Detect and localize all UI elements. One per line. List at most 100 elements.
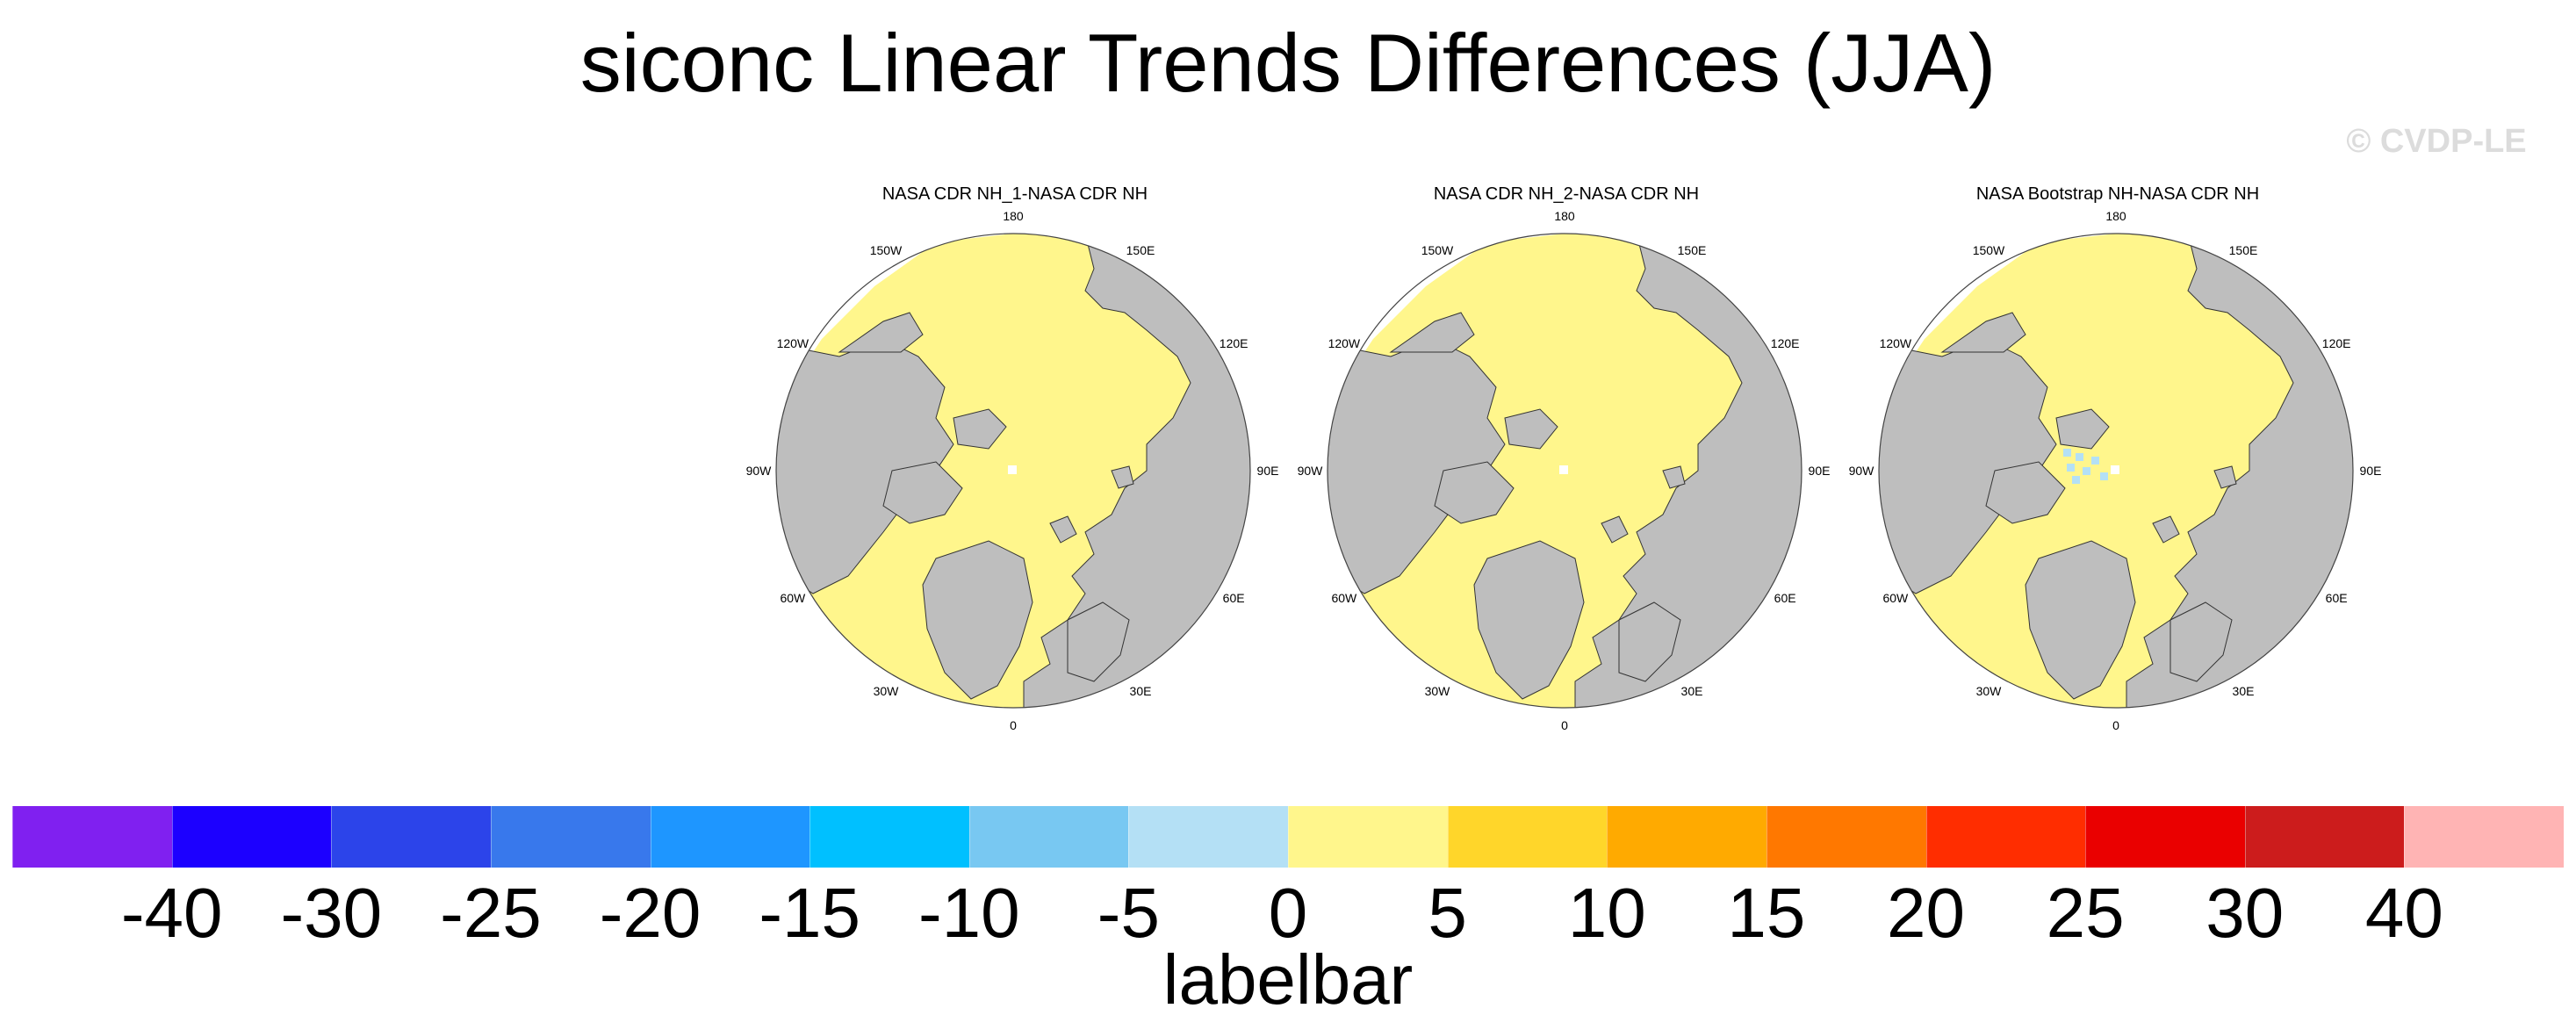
- labelbar-color-box: [2244, 806, 2405, 868]
- land-mass: [1067, 601, 1130, 682]
- panel-title-1: NASA CDR NH_1-NASA CDR NH: [881, 184, 1148, 204]
- negative-trend-cell: [2100, 472, 2108, 480]
- color-labelbar: [12, 806, 2564, 868]
- labelbar-color-box: [1925, 806, 2086, 868]
- figure-title: siconc Linear Trends Differences (JJA): [579, 17, 1997, 109]
- longitude-label: 150E: [1678, 243, 1707, 257]
- land-mass: [1940, 312, 2026, 353]
- longitude-label: 30W: [874, 684, 900, 698]
- longitude-label: 60W: [1331, 591, 1357, 605]
- labelbar-tick-label: -40: [120, 874, 223, 952]
- land-mass: [1434, 461, 1515, 524]
- longitude-label: 90W: [1298, 464, 1324, 478]
- negative-trend-cell: [2083, 467, 2090, 475]
- land-mass: [1389, 312, 1475, 353]
- land-mass: [2169, 601, 2233, 682]
- land-mass: [1601, 515, 1629, 544]
- labelbar-tick-label: 10: [1567, 874, 1646, 952]
- labelbar-color-box: [809, 806, 969, 868]
- negative-trend-cell: [2063, 449, 2071, 457]
- polar-map-panel-2: 180 150E 120E 90E 60E 30E 0 30W 60W 90W 120W 150W: [1298, 209, 1831, 732]
- labelbar-tick-label: 20: [1887, 874, 1965, 952]
- polar-map-panel-3: 180 150E 120E 90E 60E 30E 0 30W 60W 90W 120W 150W: [1849, 209, 2382, 732]
- polar-map-panel-1: 180 150E 120E 90E 60E 30E 0 30W 60W 90W 120W 150W: [746, 209, 1279, 732]
- longitude-label: 60E: [1774, 591, 1796, 605]
- land-mass: [1985, 461, 2066, 524]
- labelbar-tick-label: -25: [440, 874, 542, 952]
- land-mass: [838, 312, 924, 353]
- map-boundary: [1327, 233, 1802, 709]
- land-mass: [2213, 465, 2237, 489]
- longitude-label: 120E: [1771, 336, 1800, 350]
- longitude-label: 150E: [2229, 243, 2258, 257]
- longitude-label: 30W: [1425, 684, 1451, 698]
- labelbar-color-box: [2085, 806, 2245, 868]
- labelbar-color-box: [1447, 806, 1608, 868]
- longitude-label: 30E: [2233, 684, 2255, 698]
- labelbar-tick-label: -15: [759, 874, 860, 952]
- map-boundary: [1878, 233, 2354, 709]
- labelbar-tick-label: -5: [1097, 874, 1160, 952]
- longitude-label: 60W: [1882, 591, 1909, 605]
- labelbar-tick-label: 25: [2046, 874, 2125, 952]
- longitude-label: 150W: [870, 243, 903, 257]
- longitude-label: 60W: [780, 591, 806, 605]
- longitude-label: 150E: [1126, 243, 1155, 257]
- map-fill-layer: [1879, 234, 2353, 708]
- longitude-label: 60E: [1223, 591, 1245, 605]
- land-mass: [2025, 540, 2136, 700]
- land-mass: [1111, 465, 1134, 489]
- labelbar-color-box: [968, 806, 1129, 868]
- labelbar-tick-label: -30: [280, 874, 383, 952]
- longitude-label: 30E: [1130, 684, 1152, 698]
- longitude-label: 60E: [2326, 591, 2348, 605]
- watermark: © CVDP-LE: [2346, 123, 2527, 160]
- longitude-label: 90W: [1849, 464, 1875, 478]
- labelbar-color-box: [171, 806, 332, 868]
- longitude-label: 120W: [1880, 336, 1912, 350]
- longitude-label: 180: [2105, 209, 2126, 223]
- longitude-label: 150W: [1973, 243, 2005, 257]
- longitude-label: 120E: [2322, 336, 2351, 350]
- land-mass: [953, 408, 1007, 450]
- longitude-label: 120W: [777, 336, 809, 350]
- labelbar-color-box: [1766, 806, 1926, 868]
- longitude-label: 0: [2112, 718, 2119, 732]
- land-mass: [1618, 601, 1681, 682]
- labelbar-color-box: [331, 806, 491, 868]
- pole-missing-marker: [1559, 465, 1568, 474]
- panel-title-2: NASA CDR NH_2-NASA CDR NH: [1433, 184, 1700, 204]
- land-mass: [922, 540, 1033, 700]
- pole-missing-marker: [2111, 465, 2119, 474]
- pole-missing-marker: [1008, 465, 1017, 474]
- labelbar-color-box: [2404, 806, 2564, 868]
- longitude-label: 120E: [1220, 336, 1248, 350]
- land-mass: [1662, 465, 1686, 489]
- negative-trend-cell: [2091, 457, 2099, 465]
- negative-trend-cell: [2072, 476, 2080, 484]
- labelbar-color-box: [490, 806, 651, 868]
- negative-trend-cell: [2076, 453, 2083, 461]
- land-mass: [1504, 408, 1558, 450]
- labelbar-color-box: [1607, 806, 1767, 868]
- land-mass: [2152, 515, 2180, 544]
- labelbar-tick-label: 40: [2364, 874, 2443, 952]
- longitude-label: 120W: [1328, 336, 1361, 350]
- labelbar-tick-label: 15: [1727, 874, 1806, 952]
- labelbar-tick-label: 30: [2205, 874, 2285, 952]
- longitude-label: 150W: [1421, 243, 1454, 257]
- longitude-label: 0: [1010, 718, 1017, 732]
- longitude-label: 0: [1561, 718, 1568, 732]
- panel-title-3: NASA Bootstrap NH-NASA CDR NH: [1975, 184, 2260, 204]
- longitude-label: 180: [1003, 209, 1024, 223]
- longitude-label: 90E: [1809, 464, 1831, 478]
- labelbar-tick-label: -20: [599, 874, 702, 952]
- longitude-label: 90W: [746, 464, 773, 478]
- labelbar-title: labelbar: [1162, 940, 1414, 1019]
- map-fill-layer: [776, 234, 1250, 708]
- labelbar-color-box: [1128, 806, 1288, 868]
- negative-trend-cell: [2067, 464, 2075, 472]
- map-boundary: [775, 233, 1251, 709]
- land-mass: [882, 461, 963, 524]
- labelbar-color-box: [650, 806, 810, 868]
